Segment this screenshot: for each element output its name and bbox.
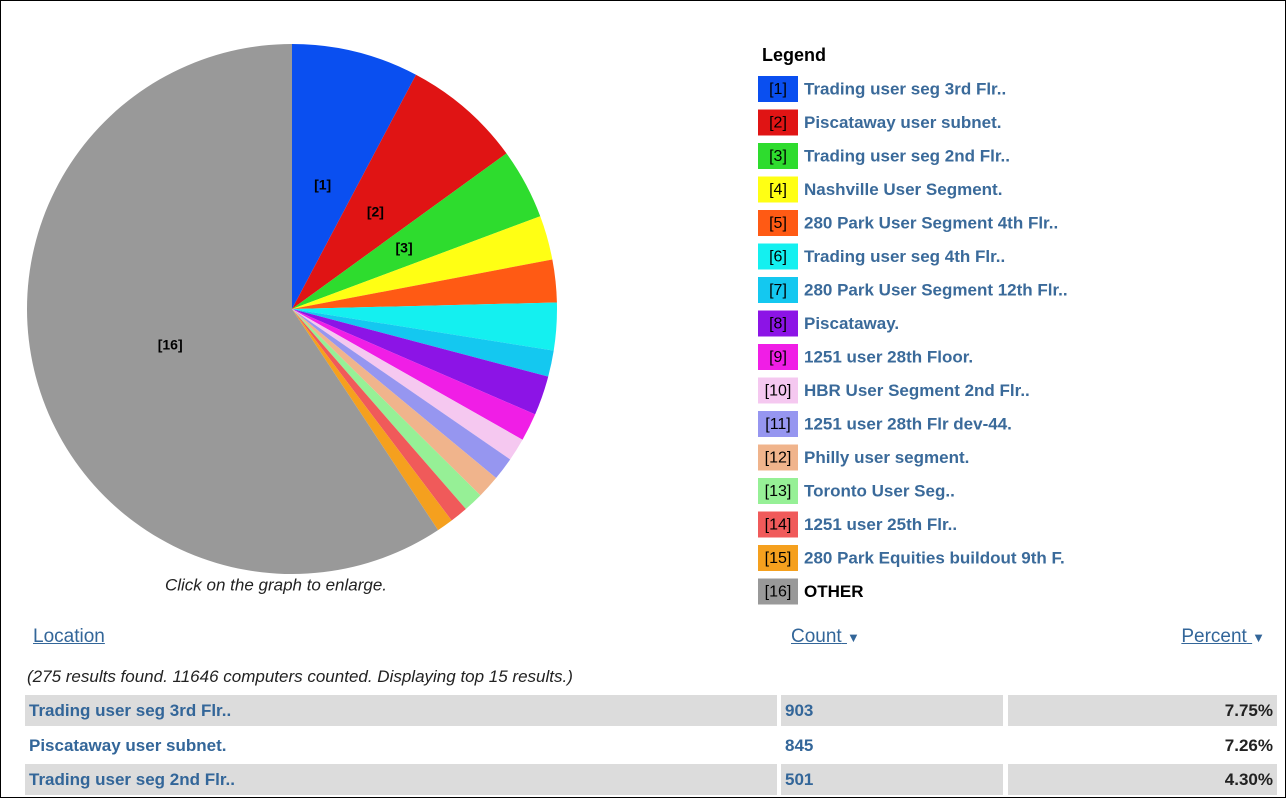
legend-label[interactable]: Piscataway. <box>804 314 899 333</box>
legend-key: [12] <box>765 450 792 467</box>
legend-swatch <box>758 545 798 571</box>
legend-label[interactable]: Philly user segment. <box>804 448 969 467</box>
location-cell[interactable]: Trading user seg 2nd Flr.. <box>25 764 777 795</box>
count-cell: 903 <box>781 695 1003 726</box>
legend-key: [14] <box>765 517 792 534</box>
table-row: Trading user seg 2nd Flr.. 501 4.30% <box>25 764 1277 795</box>
legend-label[interactable]: Trading user seg 3rd Flr.. <box>804 79 1006 98</box>
legend-label[interactable]: 1251 user 28th Floor. <box>804 347 973 366</box>
legend-key: [2] <box>769 115 787 132</box>
legend-swatch <box>758 511 798 538</box>
legend-swatch <box>758 176 798 203</box>
legend-label[interactable]: 1251 user 25th Flr.. <box>804 515 957 534</box>
legend-swatch <box>758 76 798 102</box>
pie-slice[interactable] <box>292 309 452 531</box>
location-header[interactable]: Location <box>33 626 105 647</box>
pie-slice[interactable] <box>292 216 553 309</box>
legend-swatch <box>758 411 798 437</box>
count-header[interactable]: Count ▼ <box>791 626 860 648</box>
location-cell[interactable]: Piscataway user subnet. <box>29 735 227 755</box>
legend-label[interactable]: 280 Park User Segment 12th Flr.. <box>804 280 1068 299</box>
pie-slice[interactable] <box>292 309 523 460</box>
legend-swatch <box>758 310 798 337</box>
legend-label[interactable]: 280 Park Equities buildout 9th F. <box>804 548 1065 567</box>
legend-swatch <box>758 277 798 303</box>
legend-swatch <box>758 578 798 605</box>
pie-slice[interactable] <box>27 44 439 574</box>
legend-label[interactable]: 1251 user 28th Flr dev-44. <box>804 414 1012 433</box>
legend-label[interactable]: Trading user seg 2nd Flr.. <box>804 146 1010 165</box>
legend-swatch <box>758 377 798 404</box>
pie-slice[interactable] <box>292 309 511 479</box>
location-cell[interactable]: Trading user seg 3rd Flr.. <box>25 695 777 726</box>
legend-key: [1] <box>769 81 787 98</box>
legend-label[interactable]: 280 Park User Segment 4th Flr.. <box>804 213 1058 232</box>
table-row: Trading user seg 3rd Flr.. 903 7.75% <box>25 695 1277 726</box>
pie-slice[interactable] <box>292 309 497 496</box>
legend-label: OTHER <box>804 582 864 601</box>
pie-slice[interactable] <box>292 309 554 377</box>
legend-swatch <box>758 344 798 370</box>
percent-cell: 7.26% <box>1224 735 1273 755</box>
legend-key: [4] <box>769 182 787 199</box>
pie-slice[interactable] <box>292 302 558 351</box>
count-cell: 845 <box>785 735 814 755</box>
legend-label[interactable]: HBR User Segment 2nd Flr.. <box>804 381 1030 400</box>
caption: Click on the graph to enlarge. <box>165 575 387 594</box>
legend-key: [15] <box>765 550 792 567</box>
pie-slice[interactable] <box>292 259 557 309</box>
legend-key: [7] <box>769 282 787 299</box>
legend-swatch <box>758 478 798 504</box>
legend-swatch <box>758 210 798 236</box>
legend-key: [9] <box>769 349 787 366</box>
count-cell: 501 <box>781 764 1003 795</box>
pie-slice[interactable] <box>292 74 507 309</box>
percent-header-text[interactable]: Percent <box>1181 626 1247 647</box>
percent-cell: 7.75% <box>1008 695 1277 726</box>
percent-header[interactable]: Percent ▼ <box>1181 626 1265 648</box>
pie-slice[interactable] <box>292 309 481 509</box>
legend-swatch <box>758 143 798 169</box>
legend-key: [6] <box>769 249 787 266</box>
slice-label: [16] <box>158 336 183 352</box>
legend-swatch <box>758 109 798 136</box>
legend-key: [10] <box>765 383 792 400</box>
slice-label: [1] <box>314 176 331 192</box>
slice-label: [3] <box>396 240 413 256</box>
pie-slice[interactable] <box>292 309 536 440</box>
legend-key: [8] <box>769 316 787 333</box>
pie-chart[interactable]: Legend Click on the graph to enlarge. [1… <box>1 1 1286 621</box>
legend-key: [16] <box>765 584 792 601</box>
legend-key: [3] <box>769 148 787 165</box>
sort-arrow[interactable]: ▼ <box>1252 630 1265 645</box>
count-header-text[interactable]: Count <box>791 626 842 647</box>
percent-cell: 4.30% <box>1008 764 1277 795</box>
slice-label: [2] <box>367 204 384 220</box>
results-note: (275 results found. 11646 computers coun… <box>27 667 573 686</box>
pie-slice[interactable] <box>292 153 541 309</box>
legend-swatch <box>758 243 798 270</box>
table-row: Piscataway user subnet. 845 7.26% <box>25 730 1277 761</box>
legend-key: [5] <box>769 215 787 232</box>
legend-label[interactable]: Trading user seg 4th Flr.. <box>804 247 1005 266</box>
legend-label[interactable]: Piscataway user subnet. <box>804 113 1001 132</box>
pie-slice[interactable] <box>292 44 417 309</box>
legend-title: Legend <box>762 45 826 65</box>
pie-slice[interactable] <box>292 309 466 521</box>
pie-slice[interactable] <box>292 309 549 415</box>
legend-label[interactable]: Toronto User Seg.. <box>804 481 955 500</box>
legend-key: [11] <box>765 416 791 433</box>
sort-arrow[interactable]: ▼ <box>846 630 860 645</box>
legend-key: [13] <box>765 483 792 500</box>
legend-label[interactable]: Nashville User Segment. <box>804 180 1002 199</box>
legend-swatch <box>758 444 798 471</box>
